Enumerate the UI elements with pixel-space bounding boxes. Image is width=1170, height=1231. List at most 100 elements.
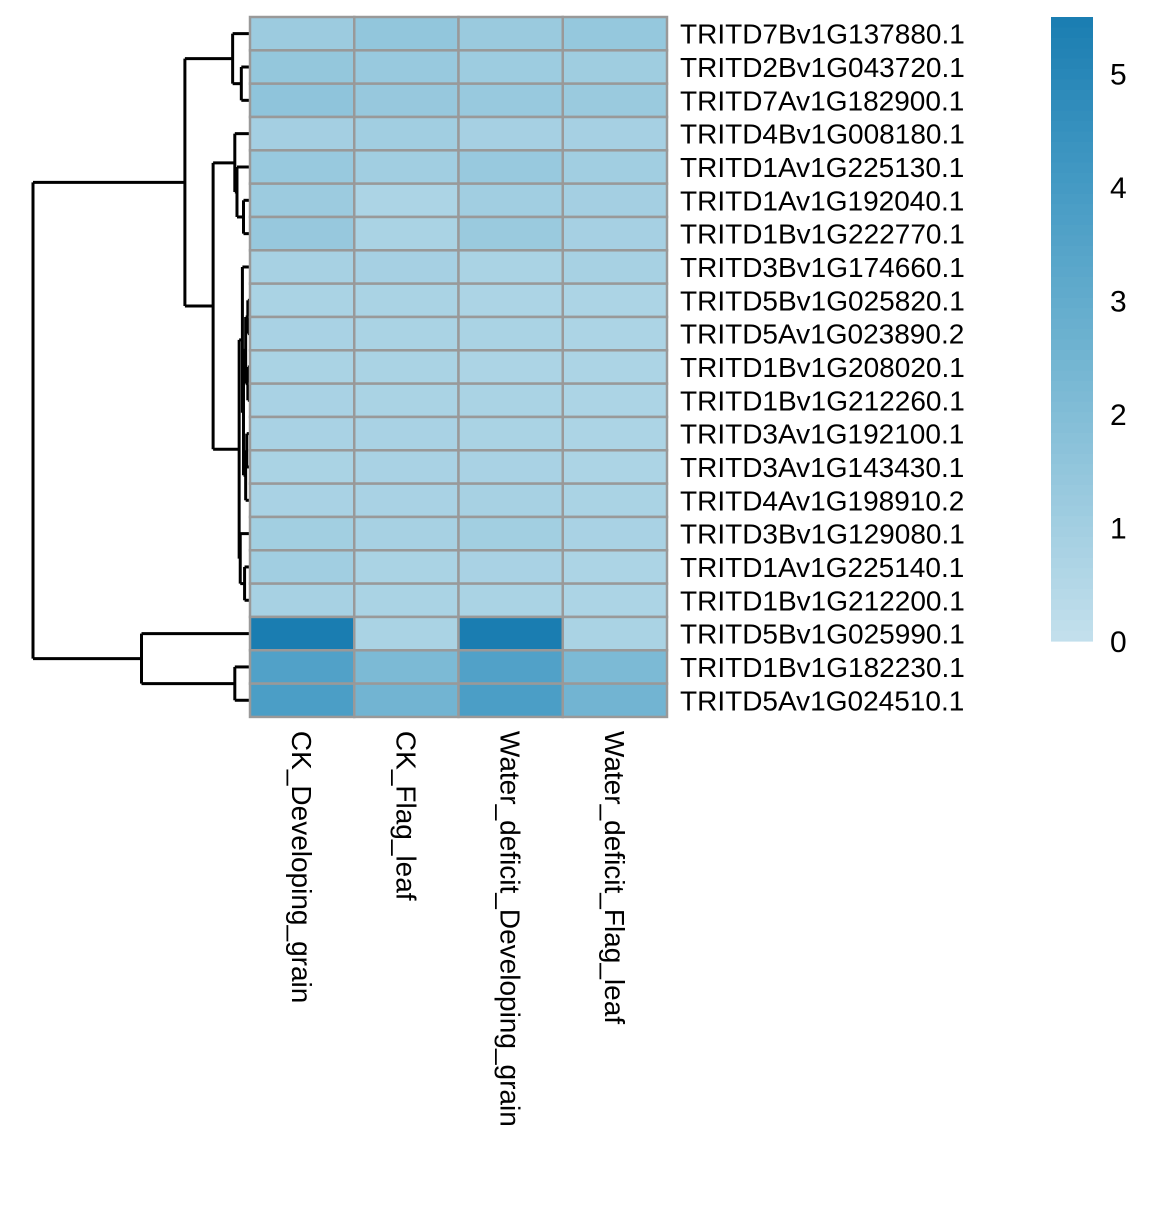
legend-gradient-step [1051,131,1093,143]
heatmap-cell [353,449,460,485]
heatmap-cell [561,15,669,52]
heatmap-cell [248,149,356,185]
legend-gradient-step [1051,568,1093,580]
heatmap-cell [561,215,669,252]
row-label: TRITD3Bv1G129080.1 [680,519,965,550]
heatmap-cell [248,315,356,352]
column-label: CK_Developing_grain [286,731,317,1003]
heatmap-cell [353,682,460,719]
legend-gradient-step [1051,183,1093,195]
row-label: TRITD5Bv1G025820.1 [680,285,965,316]
legend-gradient-step [1051,37,1093,49]
row-label: TRITD1Av1G225130.1 [680,152,964,183]
heatmap-cell [353,115,460,152]
heatmap-cell [561,582,669,619]
legend-gradient-step [1051,214,1093,226]
legend-gradient-step [1051,141,1093,153]
heatmap-cell [353,49,460,85]
heatmap-cell [353,149,460,185]
legend-tick-label: 4 [1110,172,1127,205]
heatmap-cell [457,315,564,352]
legend-gradient-step [1051,173,1093,184]
heatmap-cell [353,15,460,52]
heatmap-cell [457,249,564,285]
heatmap-cell [561,682,669,719]
heatmap-cell [561,415,669,452]
heatmap-cell [561,82,669,119]
legend-gradient-step [1051,58,1093,70]
heatmap-cell [457,149,564,185]
legend-gradient-step [1051,370,1093,382]
legend-gradient-step [1051,401,1093,413]
row-label: TRITD3Bv1G174660.1 [680,252,965,283]
legend-gradient-step [1051,318,1093,330]
legend-gradient-step [1051,27,1093,39]
legend-gradient-step [1051,381,1093,392]
heatmap-cell [457,182,564,219]
row-label: TRITD1Bv1G212200.1 [680,585,965,616]
heatmap-cell [248,515,356,552]
heatmap-cell [353,515,460,552]
legend-gradient-step [1051,349,1093,361]
heatmap-cell [457,49,564,85]
legend-gradient-step [1051,609,1093,621]
heatmap-cell [561,349,669,385]
legend-gradient-step [1051,225,1093,236]
legend-gradient-step [1051,422,1093,434]
heatmap-cell [248,349,356,385]
legend-gradient-step [1051,526,1093,538]
column-labels: CK_Developing_grain CK_Flag_leaf Water_def… [286,731,630,1127]
legend-gradient-step [1051,412,1093,424]
heatmap-cell [248,115,356,152]
heatmap-cell [353,649,460,685]
legend-gradient-step [1051,505,1093,517]
heatmap-cell [248,282,356,319]
legend-gradient-step [1051,433,1093,444]
legend-gradient-step [1051,287,1093,299]
legend-gradient-step [1051,557,1093,569]
row-label: TRITD3Av1G143430.1 [680,452,964,483]
heatmap-cell [457,649,564,685]
heatmap-cell [248,615,356,652]
heatmap-cell [248,215,356,252]
legend-gradient-step [1051,277,1093,288]
heatmap-cell [457,82,564,119]
heatmap-cell [353,482,460,519]
heatmap-cell [353,282,460,319]
row-label: TRITD5Av1G023890.2 [680,319,964,350]
heatmap-cell [248,382,356,419]
legend-gradient-step [1051,204,1093,216]
row-label: TRITD1Bv1G182230.1 [680,652,965,683]
heatmap-cell [248,449,356,485]
heatmap-cell [353,615,460,652]
row-label: TRITD4Av1G198910.2 [680,485,964,516]
legend-gradient-step [1051,474,1093,486]
legend-tick-label: 0 [1110,626,1127,659]
legend-gradient-step [1051,256,1093,268]
heatmap-cell [561,449,669,485]
heatmap-cell [561,182,669,219]
legend-gradient-step [1051,599,1093,611]
legend-gradient-step [1051,297,1093,309]
heatmap-cell [457,349,564,385]
legend-gradient-step [1051,495,1093,507]
heatmap-cell [561,515,669,552]
legend-gradient-step [1051,547,1093,559]
heatmap-cell [561,315,669,352]
legend-gradient-step [1051,620,1093,632]
heatmap-cell [353,82,460,119]
heatmap-cell [353,215,460,252]
legend-tick-label: 1 [1110,513,1127,546]
legend-gradient-step [1051,89,1093,101]
heatmap-cell [248,82,356,119]
heatmap-cell [457,449,564,485]
heatmap-cell [457,115,564,152]
row-label: TRITD1Bv1G222770.1 [680,219,965,250]
heatmap-cell [561,482,669,519]
legend-gradient-step [1051,329,1093,340]
row-labels: TRITD7Bv1G137880.1TRITD2Bv1G043720.1TRIT… [680,19,965,717]
heatmap-cell [248,649,356,685]
heatmap-cell [457,382,564,419]
legend-gradient-step [1051,193,1093,205]
heatmap-cell [561,549,669,585]
